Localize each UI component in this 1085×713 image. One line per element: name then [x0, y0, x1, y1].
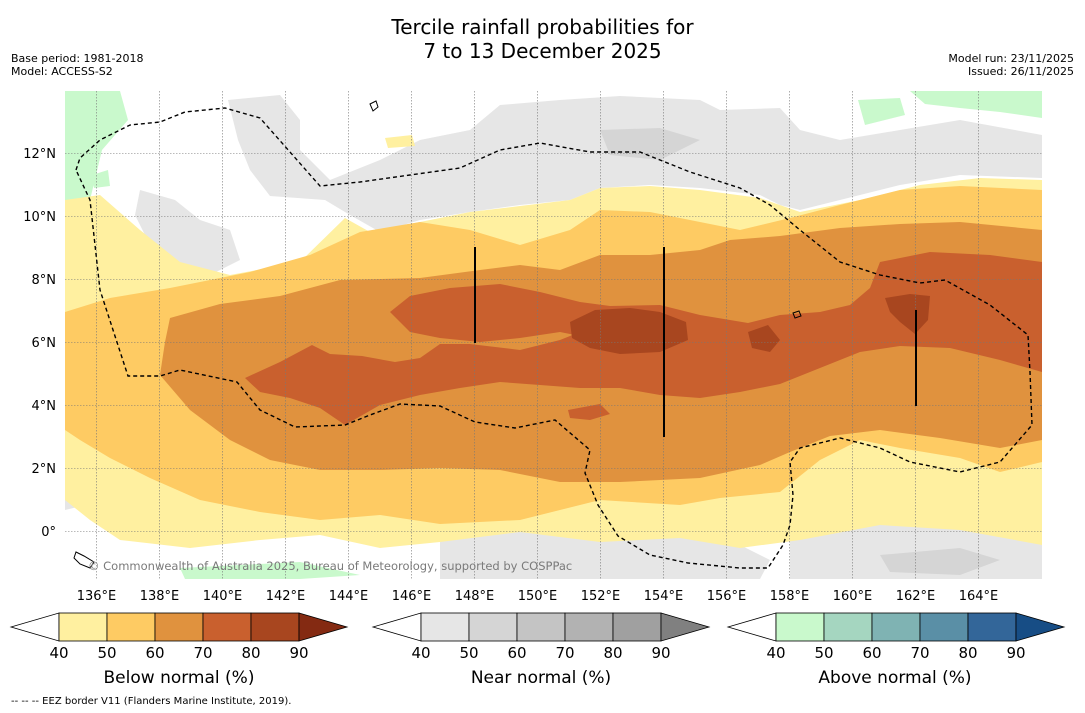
near-normal-area: [600, 128, 700, 160]
longitude-tick-label: 164°E: [959, 589, 999, 604]
colorbar-segment: [154, 612, 204, 642]
colorbar-segment: [106, 612, 156, 642]
colorbar-segment: [823, 612, 873, 642]
longitude-tick-label: 162°E: [896, 589, 936, 604]
eez-border: [75, 107, 1033, 569]
chart-title-line1: Tercile rainfall probabilities for: [391, 15, 694, 39]
colorbar-tick-label: 80: [603, 644, 622, 662]
colorbar-above: 40 50 60 70 80 90: [726, 612, 1066, 662]
above-normal-area: [858, 98, 905, 125]
colorbar-segment: [468, 612, 518, 642]
below-normal-40-50-area: [385, 135, 415, 148]
colorbar-tick-label: 70: [910, 644, 929, 662]
below-normal-80-90-area: [885, 294, 930, 334]
colorbar-segment: [775, 612, 825, 642]
model-run-label: Model run: 23/11/2025: [948, 52, 1074, 65]
colorbar-title-near: Near normal (%): [470, 668, 612, 688]
longitude-tick-label: 148°E: [455, 589, 495, 604]
above-normal-area: [180, 562, 360, 579]
colorbar-segment: [612, 612, 662, 642]
near-normal-area: [440, 530, 770, 579]
longitude-tick-label: 156°E: [707, 589, 747, 604]
colorbar-tick-label: 60: [862, 644, 881, 662]
longitude-tick-label: 144°E: [329, 589, 369, 604]
colorbar-tick-label: 40: [411, 644, 430, 662]
colorbar-tick-label: 40: [49, 644, 68, 662]
model-label: Model: ACCESS-S2: [11, 65, 113, 78]
colorbar-tick-label: 80: [241, 644, 260, 662]
near-normal-area: [228, 95, 1042, 232]
eez-footnote: -- -- -- EEZ border V11 (Flanders Marine…: [11, 696, 292, 707]
colorbar-extend-high: [660, 612, 711, 642]
colorbar-extend-low: [371, 612, 422, 642]
colorbar-segment: [250, 612, 300, 642]
latitude-tick-label: 10°N: [23, 210, 56, 225]
longitude-tick-label: 136°E: [77, 589, 117, 604]
colorbar-extend-low: [726, 612, 777, 642]
longitude-tick-label: 142°E: [266, 589, 306, 604]
colorbar-tick-label: 70: [555, 644, 574, 662]
island-outline: [73, 551, 95, 569]
latitude-tick-label: 8°N: [32, 273, 57, 288]
island-outline: [369, 100, 379, 112]
longitude-tick-label: 154°E: [644, 589, 684, 604]
colorbar-tick-label: 80: [958, 644, 977, 662]
colorbar-segment: [564, 612, 614, 642]
base-period-label: Base period: 1981-2018: [11, 52, 144, 65]
latitude-tick-label: 4°N: [32, 399, 57, 414]
colorbar-extend-high: [1015, 612, 1066, 642]
colorbar-tick-label: 40: [766, 644, 785, 662]
longitude-tick-label: 152°E: [581, 589, 621, 604]
colorbar-segment: [967, 612, 1017, 642]
colorbar-segment: [420, 612, 470, 642]
colorbar-below: 40 50 60 70 80 90: [9, 612, 349, 662]
below-normal-70-80-area: [568, 404, 610, 420]
colorbar-extend-low: [9, 612, 60, 642]
colorbar-tick-label: 60: [145, 644, 164, 662]
colorbar-title-above: Above normal (%): [818, 668, 972, 688]
colorbar-segment: [919, 612, 969, 642]
latitude-tick-label: 12°N: [23, 147, 56, 162]
longitude-tick-label: 138°E: [140, 589, 180, 604]
issued-label: Issued: 26/11/2025: [967, 65, 1074, 78]
latitude-tick-label: 2°N: [32, 462, 57, 477]
near-normal-area: [880, 548, 1000, 575]
latitude-tick-label: 6°N: [32, 336, 57, 351]
longitude-tick-label: 140°E: [203, 589, 243, 604]
colorbar-segment: [58, 612, 108, 642]
colorbar-tick-label: 50: [814, 644, 833, 662]
longitude-tick-label: 146°E: [392, 589, 432, 604]
longitude-labels: 136°E 138°E 140°E 142°E 144°E 146°E 148°E 150°E…: [77, 589, 999, 604]
colorbar-tick-label: 90: [651, 644, 670, 662]
longitude-tick-label: 158°E: [770, 589, 810, 604]
copyright-credit: © Commonwealth of Australia 2025, Bureau…: [88, 559, 572, 573]
colorbar-segment: [516, 612, 566, 642]
chart-title-line2: 7 to 13 December 2025: [423, 39, 662, 63]
longitude-tick-label: 150°E: [518, 589, 558, 604]
island-outline: [792, 310, 802, 319]
colorbar-title-below: Below normal (%): [103, 668, 255, 688]
latitude-tick-label: 0°: [41, 525, 56, 540]
colorbar-near: 40 50 60 70 80 90: [371, 612, 711, 662]
below-normal-80-90-area: [748, 325, 780, 352]
colorbar-tick-label: 70: [193, 644, 212, 662]
map-fields: [65, 91, 1042, 579]
colorbar-tick-label: 60: [507, 644, 526, 662]
colorbar-segment: [202, 612, 252, 642]
colorbar-tick-label: 50: [459, 644, 478, 662]
colorbar-tick-label: 50: [97, 644, 116, 662]
above-normal-area: [92, 170, 110, 188]
colorbar-extend-high: [298, 612, 349, 642]
colorbar-tick-label: 90: [1006, 644, 1025, 662]
colorbar-segment: [871, 612, 921, 642]
above-normal-area: [910, 91, 1042, 118]
latitude-labels: 12°N 10°N 8°N 6°N 4°N 2°N 0°: [23, 147, 56, 540]
colorbar-tick-label: 90: [289, 644, 308, 662]
longitude-tick-label: 160°E: [833, 589, 873, 604]
